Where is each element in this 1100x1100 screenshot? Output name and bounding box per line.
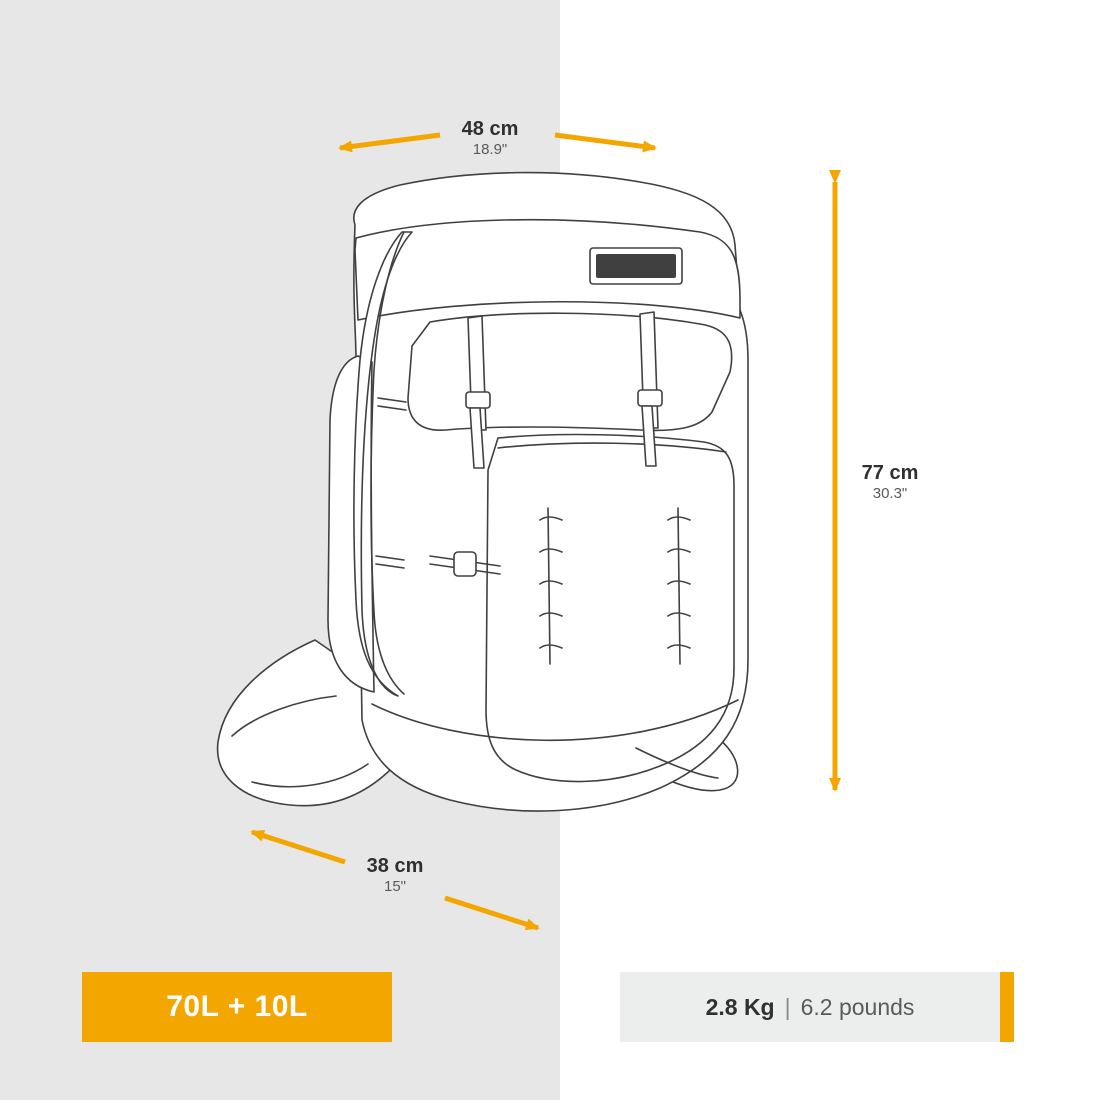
height-metric: 77 cm	[830, 462, 950, 485]
weight-accent-bar	[1000, 972, 1014, 1042]
dimension-label-depth: 38 cm 15"	[335, 855, 455, 895]
infographic-canvas: 48 cm 18.9" 77 cm 30.3" 38 cm 15" 70L + …	[0, 0, 1100, 1100]
weight-separator: |	[785, 994, 791, 1021]
weight-badge: 2.8 Kg | 6.2 pounds	[620, 972, 1000, 1042]
depth-metric: 38 cm	[335, 855, 455, 878]
dimension-label-height: 77 cm 30.3"	[830, 462, 950, 502]
weight-pounds: 6.2 pounds	[801, 994, 915, 1021]
weight-kg: 2.8 Kg	[706, 994, 775, 1021]
depth-imperial: 15"	[335, 878, 455, 895]
left-background-panel	[0, 0, 560, 1100]
capacity-badge: 70L + 10L	[82, 972, 392, 1042]
height-imperial: 30.3"	[830, 485, 950, 502]
dimension-label-width: 48 cm 18.9"	[430, 118, 550, 158]
capacity-text: 70L + 10L	[166, 990, 308, 1024]
width-metric: 48 cm	[430, 118, 550, 141]
width-imperial: 18.9"	[430, 141, 550, 158]
